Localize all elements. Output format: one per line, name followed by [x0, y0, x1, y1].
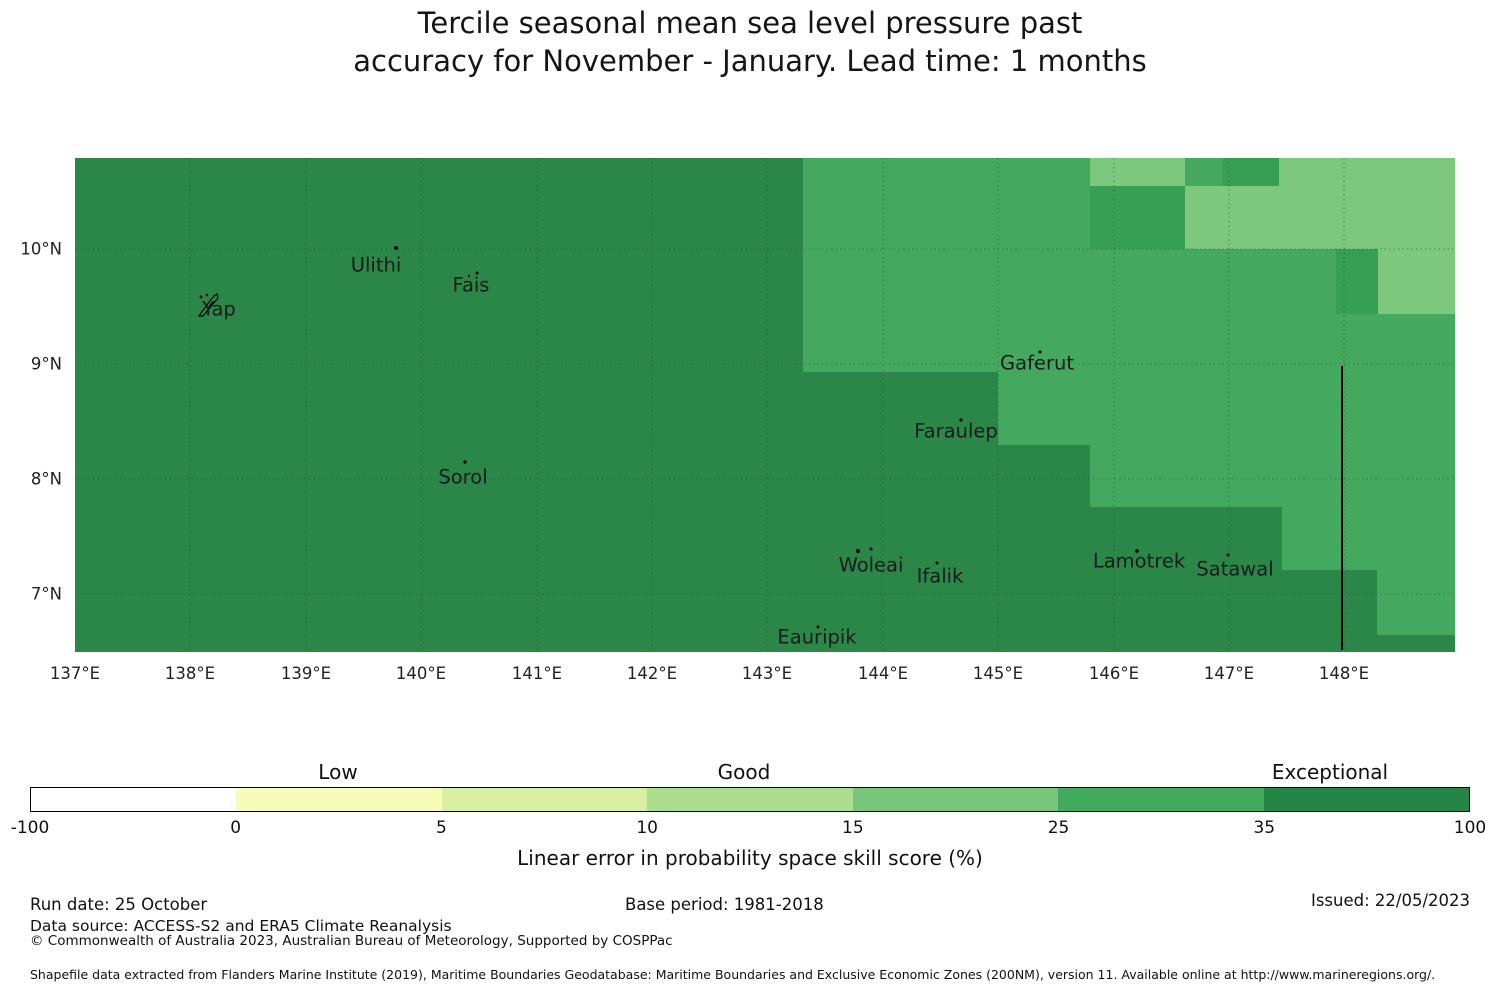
island-marker-dot: [1226, 553, 1230, 557]
x-tick-label: 140°E: [395, 664, 447, 683]
island-marker-dot: [959, 418, 963, 422]
colorbar-segment: [1058, 788, 1264, 811]
colorbar-segment: [236, 788, 442, 811]
colorbar-tick-label: 100: [1453, 818, 1487, 838]
island-label: Ulithi: [351, 254, 402, 277]
island-marker-dot: [463, 460, 467, 464]
colorbar-tick-label: 35: [1253, 818, 1276, 838]
x-tick-label: 148°E: [1318, 664, 1370, 683]
colorbar-category-label: Low: [318, 760, 358, 784]
island-label: Ifalik: [917, 565, 964, 588]
island-label: Eauripik: [777, 626, 857, 649]
island-marker-dot: [816, 625, 820, 629]
skill-cell-15-25: [1378, 249, 1455, 314]
issued-date-text: Issued: 22/05/2023: [1310, 891, 1470, 910]
colorbar-axis-label: Linear error in probability space skill …: [517, 846, 983, 870]
skill-cell-25-35-dark: [1090, 186, 1185, 249]
skill-cell-25-35-dark: [1336, 249, 1378, 314]
island-marker-dot: [467, 274, 471, 278]
base-period-text: Base period: 1981-2018: [625, 895, 824, 914]
chart-title-line1: Tercile seasonal mean sea level pressure…: [417, 6, 1083, 40]
colorbar-tick-label: 0: [230, 818, 242, 838]
island-label: Woleai: [839, 554, 904, 577]
colorbar-segment: [852, 788, 1059, 811]
x-tick-label: 144°E: [857, 664, 909, 683]
x-tick-label: 142°E: [626, 664, 678, 683]
yap-island-outline: [197, 293, 219, 317]
colorbar-segment: [1263, 788, 1469, 811]
island-marker-dot: [1038, 350, 1042, 354]
map-plot: Yap Ulithi Fais Sorol Gaferut Faraulep Woleai I…: [75, 158, 1455, 652]
skill-cell-15-25: [1090, 158, 1185, 186]
x-tick-label: 145°E: [972, 664, 1024, 683]
island-marker-dot: [935, 561, 939, 565]
y-tick-label: 10°N: [20, 239, 62, 259]
skill-cell-15-25: [1279, 158, 1455, 249]
island-label: Gaferut: [1000, 352, 1074, 375]
shapefile-note-text: Shapefile data extracted from Flanders M…: [30, 967, 1436, 982]
colorbar-segment: [441, 788, 648, 811]
island-marker-dot: [394, 246, 398, 250]
colorbar-tick-label: 5: [436, 818, 447, 838]
x-tick-label: 138°E: [164, 664, 216, 683]
chart-title: Tercile seasonal mean sea level pressure…: [0, 4, 1500, 80]
colorbar: [30, 787, 1470, 812]
run-date-text: Run date: 25 October: [30, 895, 208, 914]
island-label: Satawal: [1196, 558, 1273, 581]
x-tick-label: 141°E: [511, 664, 563, 683]
island-marker-dot: [1135, 549, 1139, 553]
x-tick-label: 139°E: [280, 664, 332, 683]
copyright-text: © Commonwealth of Australia 2023, Austra…: [30, 933, 673, 949]
colorbar-tick-label: 25: [1047, 818, 1070, 838]
island-label: Sorol: [438, 466, 487, 489]
island-marker-dot: [475, 271, 479, 275]
y-tick-label: 7°N: [30, 584, 62, 604]
colorbar-tick-label: -100: [10, 818, 50, 838]
colorbar-segment: [31, 788, 237, 811]
skill-region-25-35: [803, 158, 1455, 635]
island-label: Faraulep: [914, 420, 998, 443]
island-label: Yap: [201, 298, 236, 321]
island-label: Lamotrek: [1093, 550, 1186, 573]
skill-cell-15-25: [1185, 186, 1279, 249]
colorbar-tick-label: 10: [636, 818, 658, 838]
x-tick-label: 137°E: [49, 664, 101, 683]
x-tick-label: 143°E: [741, 664, 793, 683]
colorbar-segment: [647, 788, 853, 811]
chart-title-line2: accuracy for November - January. Lead ti…: [353, 44, 1147, 78]
x-tick-label: 146°E: [1088, 664, 1140, 683]
x-tick-label: 147°E: [1203, 664, 1255, 683]
colorbar-category-label: Good: [717, 760, 771, 784]
island-marker-dot: [205, 293, 209, 297]
skill-cell-25-35-dark: [1223, 158, 1279, 186]
y-tick-label: 8°N: [30, 469, 62, 489]
colorbar-tick-label: 15: [842, 818, 864, 838]
y-tick-label: 9°N: [30, 354, 62, 374]
data-source-text: Data source: ACCESS-S2 and ERA5 Climate …: [30, 917, 452, 935]
island-marker-dot: [199, 295, 203, 299]
island-marker-dot: [869, 547, 873, 551]
island-marker-dot: [856, 549, 860, 553]
island-label: Fais: [453, 274, 490, 297]
colorbar-category-label: Exceptional: [1271, 760, 1389, 784]
